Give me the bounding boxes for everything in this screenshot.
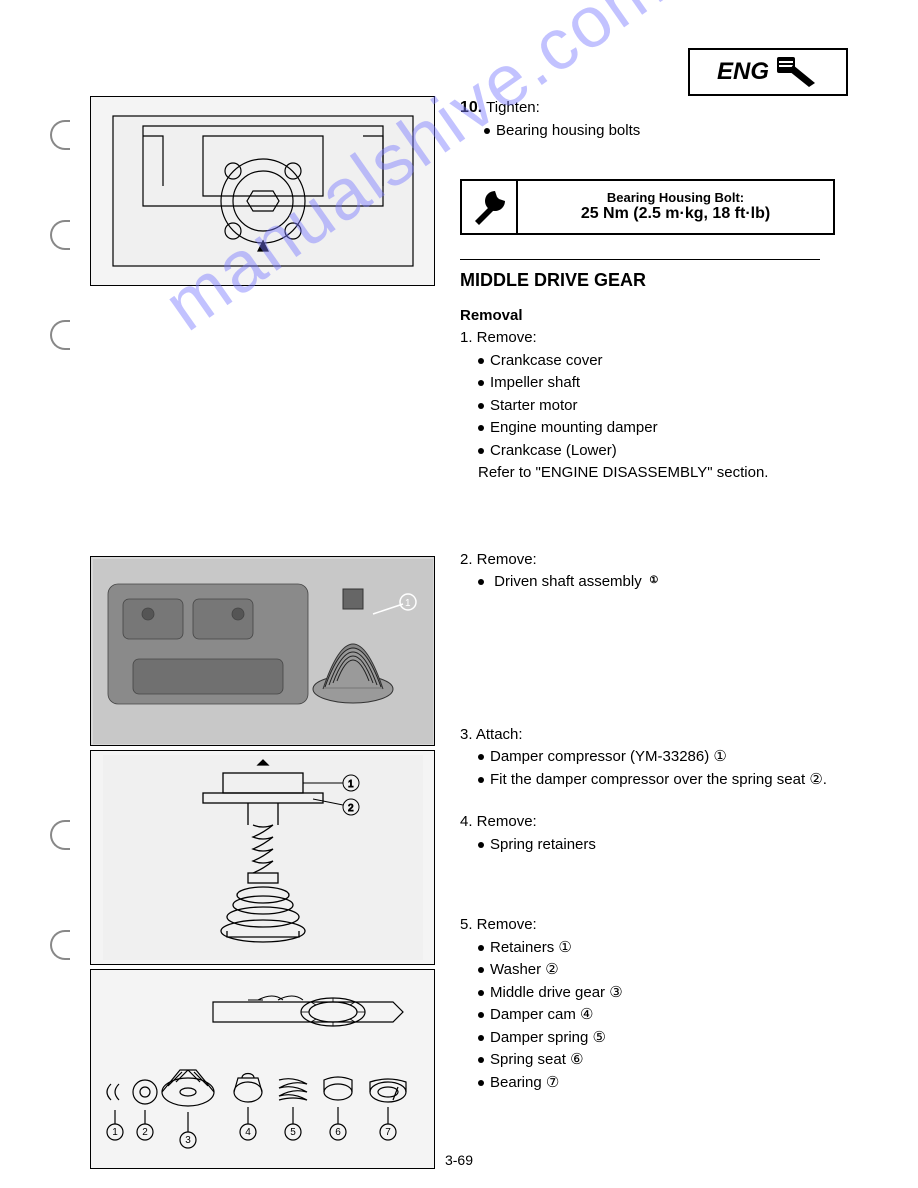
bullet-icon: [478, 579, 484, 585]
wrench-icon: [462, 181, 518, 233]
removal-block: Removal 1. Remove: Crankcase cover Impel…: [460, 305, 840, 485]
list-item: Crankcase cover: [490, 352, 603, 369]
divider: [460, 259, 820, 260]
figure-exploded-parts: 1 2 3 4 5 6 7: [90, 969, 435, 1169]
bullet-icon: [478, 967, 484, 973]
bullet-icon: [478, 842, 484, 848]
callout: ⑦: [546, 1074, 559, 1091]
figure-damper-compressor: 1 2: [90, 750, 435, 965]
remove-2-block: 2. Remove: Driven shaft assembly ①: [460, 549, 840, 594]
svg-text:7: 7: [385, 1127, 391, 1138]
svg-text:3: 3: [185, 1135, 191, 1146]
svg-text:2: 2: [142, 1127, 148, 1138]
torque-value: 25 Nm (2.5 m·kg, 18 ft·lb): [581, 205, 770, 223]
removal-step: 1. Remove:: [460, 327, 840, 350]
remove5-step: 5. Remove:: [460, 914, 840, 937]
bullet-icon: [478, 1080, 484, 1086]
list-item: Crankcase (Lower): [490, 442, 617, 459]
bullet-icon: [478, 1057, 484, 1063]
eng-label: ENG: [717, 58, 769, 86]
page-number: 3-69: [445, 1152, 473, 1168]
bullet-icon: [478, 990, 484, 996]
list-item: Starter motor: [490, 397, 578, 414]
callout: ②: [545, 961, 558, 978]
bullet-icon: [478, 358, 484, 364]
callout: ①: [558, 939, 571, 956]
right-column: 10. Tighten: Bearing housing bolts Beari…: [460, 96, 840, 1094]
removal-heading: Removal: [460, 305, 840, 328]
bullet-icon: [478, 1012, 484, 1018]
attach-item-0: Damper compressor (YM-33286): [490, 748, 709, 765]
bullet-icon: [478, 945, 484, 951]
step4: 4. Remove:: [460, 811, 840, 834]
bullet-icon: [478, 754, 484, 760]
bullet-icon: [478, 380, 484, 386]
r5-item: Middle drive gear: [490, 984, 605, 1001]
bullet-icon: [484, 128, 490, 134]
figure-bearing-housing: [90, 96, 435, 286]
callout: ①: [713, 748, 726, 765]
r5-item: Retainers: [490, 939, 554, 956]
r5-item: Spring seat: [490, 1051, 566, 1068]
removal-ref: Refer to "ENGINE DISASSEMBLY" section.: [478, 462, 840, 485]
torque-spec-box: Bearing Housing Bolt: 25 Nm (2.5 m·kg, 1…: [460, 179, 835, 235]
bullet-icon: [478, 403, 484, 409]
svg-text:1: 1: [405, 598, 411, 609]
svg-text:5: 5: [290, 1127, 296, 1138]
r5-item: Bearing: [490, 1074, 542, 1091]
svg-text:4: 4: [245, 1127, 251, 1138]
bullet-icon: [478, 425, 484, 431]
attach-item-1: Fit the damper compressor over the sprin…: [490, 771, 805, 788]
torque-text: Bearing Housing Bolt: 25 Nm (2.5 m·kg, 1…: [518, 181, 833, 233]
step-number: 10.: [460, 99, 482, 116]
svg-text:6: 6: [335, 1127, 341, 1138]
svg-text:2: 2: [348, 803, 354, 814]
left-column: 1: [90, 96, 435, 1169]
binder-ring: [50, 220, 70, 250]
torque-label: Bearing Housing Bolt:: [581, 190, 770, 205]
attach-block: 3. Attach: Damper compressor (YM-33286) …: [460, 724, 840, 857]
binder-ring: [50, 320, 70, 350]
step-10: 10. Tighten: Bearing housing bolts: [460, 96, 840, 143]
binder-ring: [50, 930, 70, 960]
remove2-step: 2. Remove:: [460, 549, 840, 572]
list-item: Impeller shaft: [490, 374, 580, 391]
r5-item: Damper spring: [490, 1029, 588, 1046]
callout: ⑤: [593, 1029, 606, 1046]
callout: ②: [809, 771, 822, 788]
callout: ⑥: [570, 1051, 583, 1068]
remove2-item: Driven shaft assembly: [494, 573, 642, 590]
binder-ring: [50, 820, 70, 850]
list-item: Engine mounting damper: [490, 419, 658, 436]
step4-item: Spring retainers: [490, 836, 596, 853]
r5-item: Washer: [490, 961, 541, 978]
bullet-icon: [478, 448, 484, 454]
svg-text:1: 1: [112, 1127, 118, 1138]
step-item: Bearing housing bolts: [496, 122, 640, 139]
binder-ring: [50, 120, 70, 150]
trail-dot: .: [823, 771, 827, 788]
section-title: MIDDLE DRIVE GEAR: [460, 270, 840, 291]
figure-crankcase-photo: 1: [90, 556, 435, 746]
attach-step: 3. Attach:: [460, 724, 840, 747]
svg-text:1: 1: [348, 779, 354, 790]
bullet-icon: [478, 1035, 484, 1041]
callout: ④: [580, 1006, 593, 1023]
callout-1: ①: [646, 574, 662, 590]
bullet-icon: [478, 777, 484, 783]
callout: ③: [609, 984, 622, 1001]
piston-icon: [775, 55, 819, 89]
remove-5-block: 5. Remove: Retainers ① Washer ② Middle d…: [460, 914, 840, 1094]
step-action: Tighten:: [486, 99, 540, 116]
r5-item: Damper cam: [490, 1006, 576, 1023]
eng-badge: ENG: [688, 48, 848, 96]
